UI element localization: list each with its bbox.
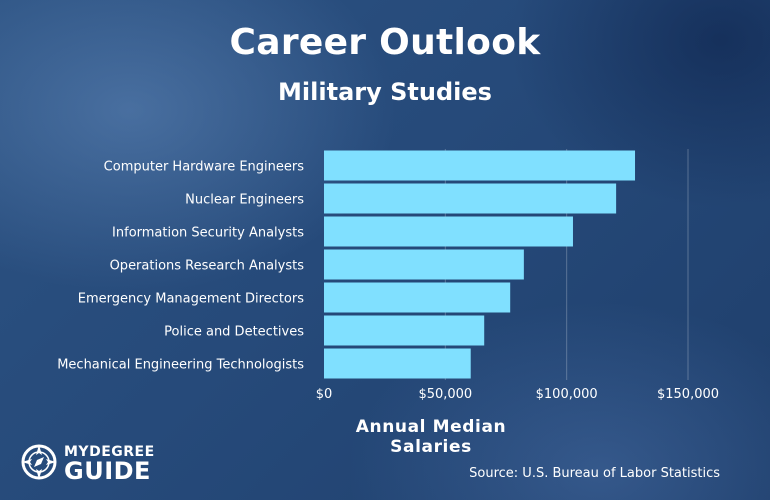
x-tick-label-3: $150,000: [657, 387, 719, 402]
logo-text-bottom: GUIDE: [64, 457, 151, 485]
category-label-6: Police and Detectives: [164, 325, 304, 340]
x-tick-label-1: $50,000: [418, 387, 472, 402]
bar-3: [324, 216, 573, 247]
bar-7: [324, 348, 471, 379]
compass-icon: [21, 444, 57, 480]
bar-4: [324, 249, 524, 280]
x-tick-label-2: $100,000: [536, 387, 598, 402]
mydegreeguide-logo: MYDEGREE GUIDE: [20, 443, 170, 485]
bar-6: [324, 315, 485, 346]
category-label-5: Emergency Management Directors: [78, 292, 304, 307]
category-label-4: Operations Research Analysts: [110, 259, 305, 274]
bar-1: [324, 150, 636, 181]
category-label-7: Mechanical Engineering Technologists: [57, 358, 304, 373]
bar-5: [324, 282, 511, 313]
source-note: Source: U.S. Bureau of Labor Statistics: [469, 466, 720, 481]
x-tick-label-0: $0: [316, 387, 333, 402]
category-label-2: Nuclear Engineers: [185, 193, 304, 208]
bar-2: [324, 183, 617, 214]
category-label-3: Information Security Analysts: [112, 226, 304, 241]
chart-subtitle: Military Studies: [278, 78, 492, 106]
logo-text-top: MYDEGREE: [64, 444, 155, 460]
category-label-1: Computer Hardware Engineers: [104, 160, 305, 175]
chart-title: Career Outlook: [229, 22, 541, 63]
x-axis-label: Annual Median Salaries: [355, 417, 507, 457]
